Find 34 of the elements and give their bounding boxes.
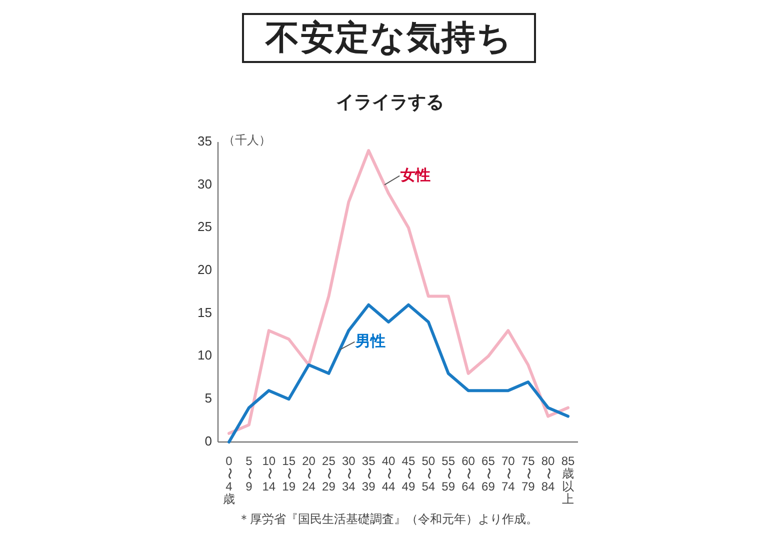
y-tick-label: 5 bbox=[204, 390, 212, 406]
chart-subtitle: イライラする bbox=[336, 92, 444, 112]
x-tick-label: 75〜79 bbox=[521, 454, 536, 494]
x-tick-label: 10〜14 bbox=[262, 454, 276, 494]
x-tick-label: 30〜34 bbox=[342, 454, 356, 494]
series-label: 男性 bbox=[354, 332, 386, 350]
chart-title: 不安定な気持ち bbox=[266, 18, 512, 59]
x-tick-label: 25〜29 bbox=[322, 454, 336, 494]
line-series bbox=[228, 303, 570, 444]
y-tick-label: 15 bbox=[198, 304, 212, 320]
text: ＊厚労省『国民生活基礎調査』（令和元年）より作成。 bbox=[238, 512, 538, 526]
x-tick-label: 65〜69 bbox=[482, 454, 496, 494]
y-tick-label: 0 bbox=[204, 433, 212, 448]
y-tick-label: 35 bbox=[198, 133, 212, 148]
x-tick-label: 80〜84 bbox=[541, 454, 556, 494]
x-tick-label: 0〜4歳 bbox=[222, 454, 236, 506]
y-tick-label: 20 bbox=[198, 262, 212, 278]
series-label: 女性 bbox=[400, 166, 431, 184]
x-tick-label: 35〜39 bbox=[362, 454, 376, 494]
x-tick-label: 20〜24 bbox=[302, 454, 316, 494]
line-series bbox=[228, 149, 570, 435]
x-tick-label: 70〜74 bbox=[501, 454, 516, 494]
x-tick-label: 55〜59 bbox=[442, 454, 456, 494]
x-tick-label: 85歳以上 bbox=[561, 454, 575, 506]
x-tick-label: 45〜49 bbox=[402, 454, 416, 494]
x-tick-label: 40〜44 bbox=[382, 454, 396, 494]
y-tick-label: 30 bbox=[198, 176, 212, 192]
x-tick-label: 15〜19 bbox=[282, 454, 296, 494]
y-axis-title: （千人） bbox=[223, 133, 271, 148]
y-tick-label: 10 bbox=[198, 348, 212, 363]
y-tick-label: 25 bbox=[198, 219, 212, 234]
x-tick-label: 50〜54 bbox=[422, 454, 436, 494]
x-tick-label: 60〜64 bbox=[462, 454, 476, 494]
x-tick-label: 5〜9 bbox=[242, 454, 256, 494]
